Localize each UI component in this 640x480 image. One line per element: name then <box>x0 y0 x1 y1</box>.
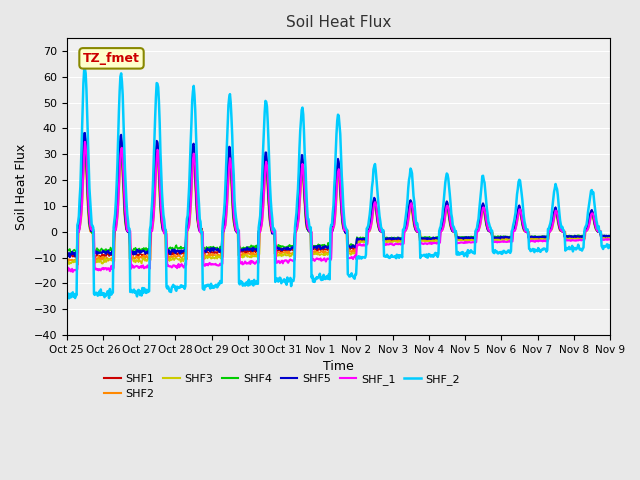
SHF5 <box>81 130 89 136</box>
Line: SHF_2: SHF_2 <box>67 69 610 298</box>
Line: SHF4: SHF4 <box>67 140 610 252</box>
SHF1 <box>186 216 193 222</box>
Y-axis label: Soil Heat Flux: Soil Heat Flux <box>15 144 28 229</box>
SHF5 <box>214 246 221 252</box>
SHF3 <box>82 142 90 148</box>
SHF_1 <box>69 269 77 275</box>
SHF4 <box>186 214 193 219</box>
SHF_1 <box>422 240 429 246</box>
SHF2 <box>80 138 88 144</box>
SHF_2 <box>214 284 221 289</box>
X-axis label: Time: Time <box>323 360 354 373</box>
SHF3 <box>422 239 429 244</box>
SHF1 <box>214 249 221 254</box>
SHF_1 <box>606 237 614 242</box>
SHF4 <box>406 201 413 207</box>
SHF5 <box>186 216 193 221</box>
SHF3 <box>214 254 221 260</box>
SHF3 <box>130 259 138 264</box>
SHF_2 <box>406 173 413 179</box>
SHF3 <box>63 259 70 264</box>
SHF3 <box>606 235 614 240</box>
Line: SHF2: SHF2 <box>67 141 610 262</box>
SHF_1 <box>214 263 221 268</box>
SHF2 <box>130 256 138 262</box>
SHF4 <box>73 248 81 253</box>
SHF_2 <box>606 244 614 250</box>
SHF5 <box>66 254 74 260</box>
SHF1 <box>63 252 70 258</box>
SHF_2 <box>422 254 429 260</box>
SHF4 <box>137 250 145 255</box>
SHF4 <box>80 137 88 143</box>
SHF4 <box>606 233 614 239</box>
SHF1 <box>422 236 429 242</box>
Title: Soil Heat Flux: Soil Heat Flux <box>285 15 391 30</box>
SHF1 <box>406 202 413 207</box>
SHF5 <box>422 236 429 241</box>
SHF2 <box>406 201 413 206</box>
Legend: SHF1, SHF2, SHF3, SHF4, SHF5, SHF_1, SHF_2: SHF1, SHF2, SHF3, SHF4, SHF5, SHF_1, SHF… <box>99 369 465 404</box>
SHF_2 <box>186 184 193 190</box>
Text: TZ_fmet: TZ_fmet <box>83 52 140 65</box>
SHF_2 <box>74 222 81 228</box>
SHF4 <box>63 250 70 255</box>
SHF3 <box>406 209 413 215</box>
SHF_2 <box>65 295 73 301</box>
SHF2 <box>422 237 429 243</box>
SHF_1 <box>130 265 138 271</box>
SHF5 <box>406 199 413 204</box>
SHF3 <box>74 262 82 267</box>
SHF3 <box>73 256 81 262</box>
SHF4 <box>129 247 137 253</box>
SHF5 <box>130 249 138 254</box>
SHF5 <box>63 253 70 259</box>
SHF1 <box>81 133 89 139</box>
SHF1 <box>73 255 81 261</box>
SHF5 <box>74 250 81 256</box>
SHF_2 <box>81 66 89 72</box>
SHF_1 <box>406 206 413 212</box>
SHF4 <box>214 246 221 252</box>
SHF_1 <box>63 269 70 275</box>
SHF2 <box>63 257 70 263</box>
Line: SHF_1: SHF_1 <box>67 142 610 272</box>
SHF2 <box>64 259 72 265</box>
SHF5 <box>606 233 614 239</box>
Line: SHF1: SHF1 <box>67 136 610 258</box>
SHF2 <box>214 252 221 257</box>
SHF_1 <box>186 222 193 228</box>
SHF3 <box>186 225 193 230</box>
SHF_1 <box>74 266 81 272</box>
SHF_2 <box>63 293 70 299</box>
Line: SHF5: SHF5 <box>67 133 610 257</box>
SHF2 <box>74 227 81 233</box>
SHF2 <box>606 234 614 240</box>
SHF2 <box>186 209 193 215</box>
SHF_2 <box>130 287 138 292</box>
SHF_1 <box>81 139 89 144</box>
SHF4 <box>422 234 429 240</box>
SHF1 <box>606 234 614 240</box>
SHF1 <box>74 255 81 261</box>
SHF1 <box>130 251 138 257</box>
Line: SHF3: SHF3 <box>67 145 610 264</box>
